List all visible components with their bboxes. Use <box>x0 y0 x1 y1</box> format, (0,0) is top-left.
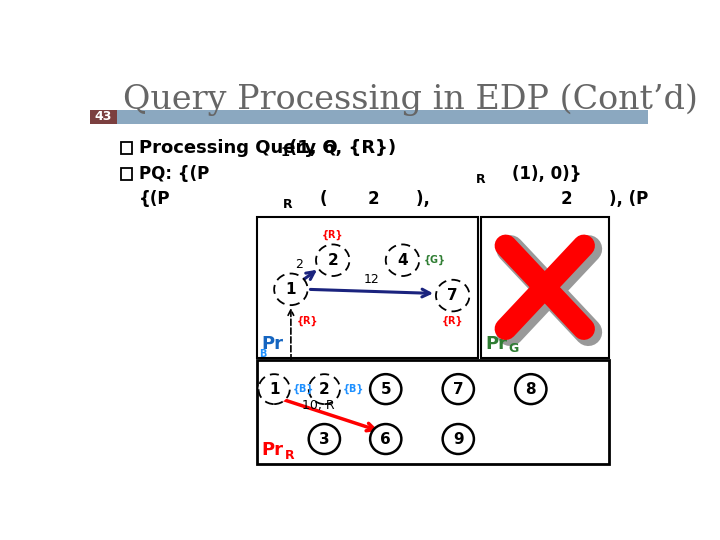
Ellipse shape <box>443 424 474 454</box>
Text: {R}: {R} <box>297 315 318 326</box>
Text: ), (P: ), (P <box>608 190 648 208</box>
Text: {R}: {R} <box>442 315 464 326</box>
Text: R: R <box>285 449 295 462</box>
Ellipse shape <box>258 374 289 404</box>
Text: {(P: {(P <box>138 190 170 208</box>
Text: 1: 1 <box>286 282 296 297</box>
Text: 9: 9 <box>453 431 464 447</box>
Text: 4: 4 <box>397 253 408 268</box>
Ellipse shape <box>309 374 340 404</box>
FancyBboxPatch shape <box>258 217 478 358</box>
Text: (: ( <box>320 190 327 208</box>
Ellipse shape <box>370 424 401 454</box>
Ellipse shape <box>370 374 401 404</box>
Text: 2: 2 <box>295 258 303 271</box>
Text: Query Processing in EDP (Cont’d): Query Processing in EDP (Cont’d) <box>124 84 698 116</box>
Text: PQ: {(P: PQ: {(P <box>138 165 209 183</box>
Text: 1: 1 <box>281 146 290 159</box>
Text: (1, 6, {R}): (1, 6, {R}) <box>289 139 396 157</box>
Text: 5: 5 <box>380 382 391 396</box>
Ellipse shape <box>516 374 546 404</box>
Ellipse shape <box>436 280 469 312</box>
FancyBboxPatch shape <box>481 217 609 358</box>
Text: 8: 8 <box>526 382 536 396</box>
Text: 2: 2 <box>367 190 379 208</box>
Ellipse shape <box>316 245 349 276</box>
Text: G: G <box>508 342 518 355</box>
Text: R: R <box>476 173 486 186</box>
Text: R: R <box>283 198 293 211</box>
Ellipse shape <box>309 424 340 454</box>
Ellipse shape <box>386 245 419 276</box>
FancyBboxPatch shape <box>90 110 117 124</box>
Text: 3: 3 <box>319 431 330 447</box>
Text: B: B <box>259 349 266 359</box>
Text: 1: 1 <box>269 382 279 396</box>
Text: 2: 2 <box>328 253 338 268</box>
Text: 10, R: 10, R <box>302 399 335 412</box>
Text: 7: 7 <box>447 288 458 303</box>
Text: 43: 43 <box>95 111 112 124</box>
Text: {G}: {G} <box>423 255 446 265</box>
Text: Processing Query Q: Processing Query Q <box>138 139 337 157</box>
Text: 12: 12 <box>364 273 379 286</box>
Ellipse shape <box>274 274 307 305</box>
Text: {B}: {B} <box>292 384 314 394</box>
Text: 7: 7 <box>453 382 464 396</box>
Text: 2: 2 <box>560 190 572 208</box>
Text: Pr: Pr <box>262 441 284 459</box>
FancyBboxPatch shape <box>90 110 648 124</box>
Text: 2: 2 <box>319 382 330 396</box>
Text: Pr: Pr <box>485 335 507 353</box>
Text: Pr: Pr <box>262 335 284 353</box>
Text: ),: ), <box>415 190 436 208</box>
Text: {R}: {R} <box>322 230 343 240</box>
Text: (1), 0)}: (1), 0)} <box>512 165 588 183</box>
Text: 6: 6 <box>380 431 391 447</box>
Text: {B}: {B} <box>343 384 364 394</box>
Ellipse shape <box>443 374 474 404</box>
FancyBboxPatch shape <box>258 360 609 464</box>
